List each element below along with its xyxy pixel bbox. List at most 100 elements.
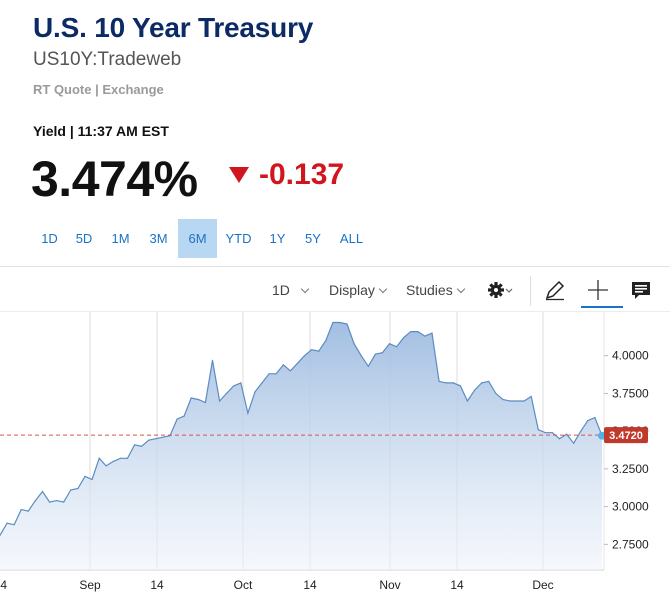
data-point (219, 400, 221, 402)
data-point (481, 382, 483, 384)
data-point (367, 365, 369, 367)
data-point (346, 323, 348, 325)
yield-series-line (0, 321, 603, 536)
range-all[interactable]: ALL (339, 231, 364, 246)
x-tick-label: Dec (532, 578, 553, 592)
data-point (56, 500, 58, 502)
comment-icon (632, 282, 650, 299)
data-point (311, 349, 313, 351)
data-point (63, 501, 65, 503)
data-point (176, 418, 178, 420)
interval-dropdown[interactable]: 1D (272, 282, 310, 298)
data-point (466, 400, 468, 402)
data-point (495, 392, 497, 394)
data-point (247, 412, 249, 414)
data-point (353, 343, 355, 345)
data-point (0, 534, 1, 536)
data-point (155, 438, 157, 440)
chevron-down-icon (300, 284, 310, 294)
data-point (197, 398, 199, 401)
data-point (254, 391, 256, 393)
studies-dropdown[interactable]: Studies (406, 282, 465, 298)
range-5d[interactable]: 5D (75, 231, 93, 246)
page-title: U.S. 10 Year Treasury (33, 12, 314, 43)
data-point (268, 373, 270, 375)
data-point (502, 398, 504, 401)
data-point (190, 397, 192, 399)
data-point (282, 364, 284, 366)
comment-button[interactable] (629, 278, 653, 302)
draw-button[interactable] (543, 278, 567, 302)
data-point (551, 432, 554, 434)
range-1m[interactable]: 1M (111, 231, 130, 246)
toolbar-separator (530, 276, 531, 306)
x-tick-label: Nov (379, 578, 400, 592)
range-ytd[interactable]: YTD (225, 231, 252, 246)
data-point (34, 500, 37, 502)
display-label: Display (329, 282, 375, 298)
data-point (566, 433, 568, 435)
studies-label: Studies (406, 282, 453, 298)
x-tick-label: 14 (150, 578, 164, 592)
range-6m[interactable]: 6M (178, 219, 217, 258)
range-1d[interactable]: 1D (41, 231, 58, 246)
x-tick-label: 14 (450, 578, 464, 592)
data-point (261, 382, 263, 384)
data-point (303, 355, 306, 357)
data-point (410, 331, 412, 333)
data-point (396, 346, 398, 348)
data-point (403, 337, 405, 339)
data-point (438, 380, 440, 382)
data-point (70, 489, 72, 491)
data-point (424, 335, 426, 337)
data-point (488, 380, 490, 382)
data-point (41, 490, 44, 493)
pencil-icon (545, 280, 565, 301)
chevron-down-icon (378, 284, 388, 294)
data-point (452, 382, 454, 384)
data-point (13, 524, 15, 526)
price-change: -0.137 (259, 158, 345, 191)
data-point (134, 444, 136, 446)
data-point (105, 465, 107, 467)
range-1y[interactable]: 1Y (269, 231, 286, 246)
data-point (275, 373, 277, 375)
data-point (141, 445, 143, 447)
data-point (233, 385, 235, 387)
gear-icon (488, 282, 513, 298)
crosshair-button[interactable] (586, 278, 610, 302)
data-point (204, 401, 206, 404)
data-point (594, 417, 596, 419)
data-point (226, 392, 228, 394)
display-dropdown[interactable]: Display (329, 282, 388, 298)
range-3m[interactable]: 3M (149, 231, 168, 246)
last-price: 3.474% (31, 151, 198, 207)
data-point (523, 400, 525, 402)
last-value-badge: 3.4720 (604, 427, 648, 444)
data-point (84, 475, 86, 477)
data-point (459, 385, 461, 387)
yield-area-fill (0, 322, 602, 570)
active-tool-indicator (581, 306, 623, 308)
data-point (183, 415, 185, 417)
data-point (537, 429, 539, 431)
quote-type-label: RT Quote | Exchange (33, 82, 164, 97)
data-point (27, 510, 29, 512)
chevron-down-icon (456, 284, 465, 294)
data-point (558, 438, 561, 440)
chart-toolbar: 1D Display Studies (0, 276, 670, 308)
x-tick-label: 4 (0, 578, 7, 592)
range-5y[interactable]: 5Y (305, 231, 321, 246)
data-point (339, 321, 341, 324)
settings-button[interactable] (486, 278, 513, 302)
data-point (516, 400, 518, 402)
y-tick-label: 3.7500 (612, 386, 649, 400)
data-point (587, 420, 589, 422)
data-point (112, 460, 114, 462)
y-tick-label: 3.0000 (612, 500, 649, 514)
data-point (148, 439, 150, 441)
data-point (509, 400, 511, 402)
data-point (77, 487, 79, 490)
